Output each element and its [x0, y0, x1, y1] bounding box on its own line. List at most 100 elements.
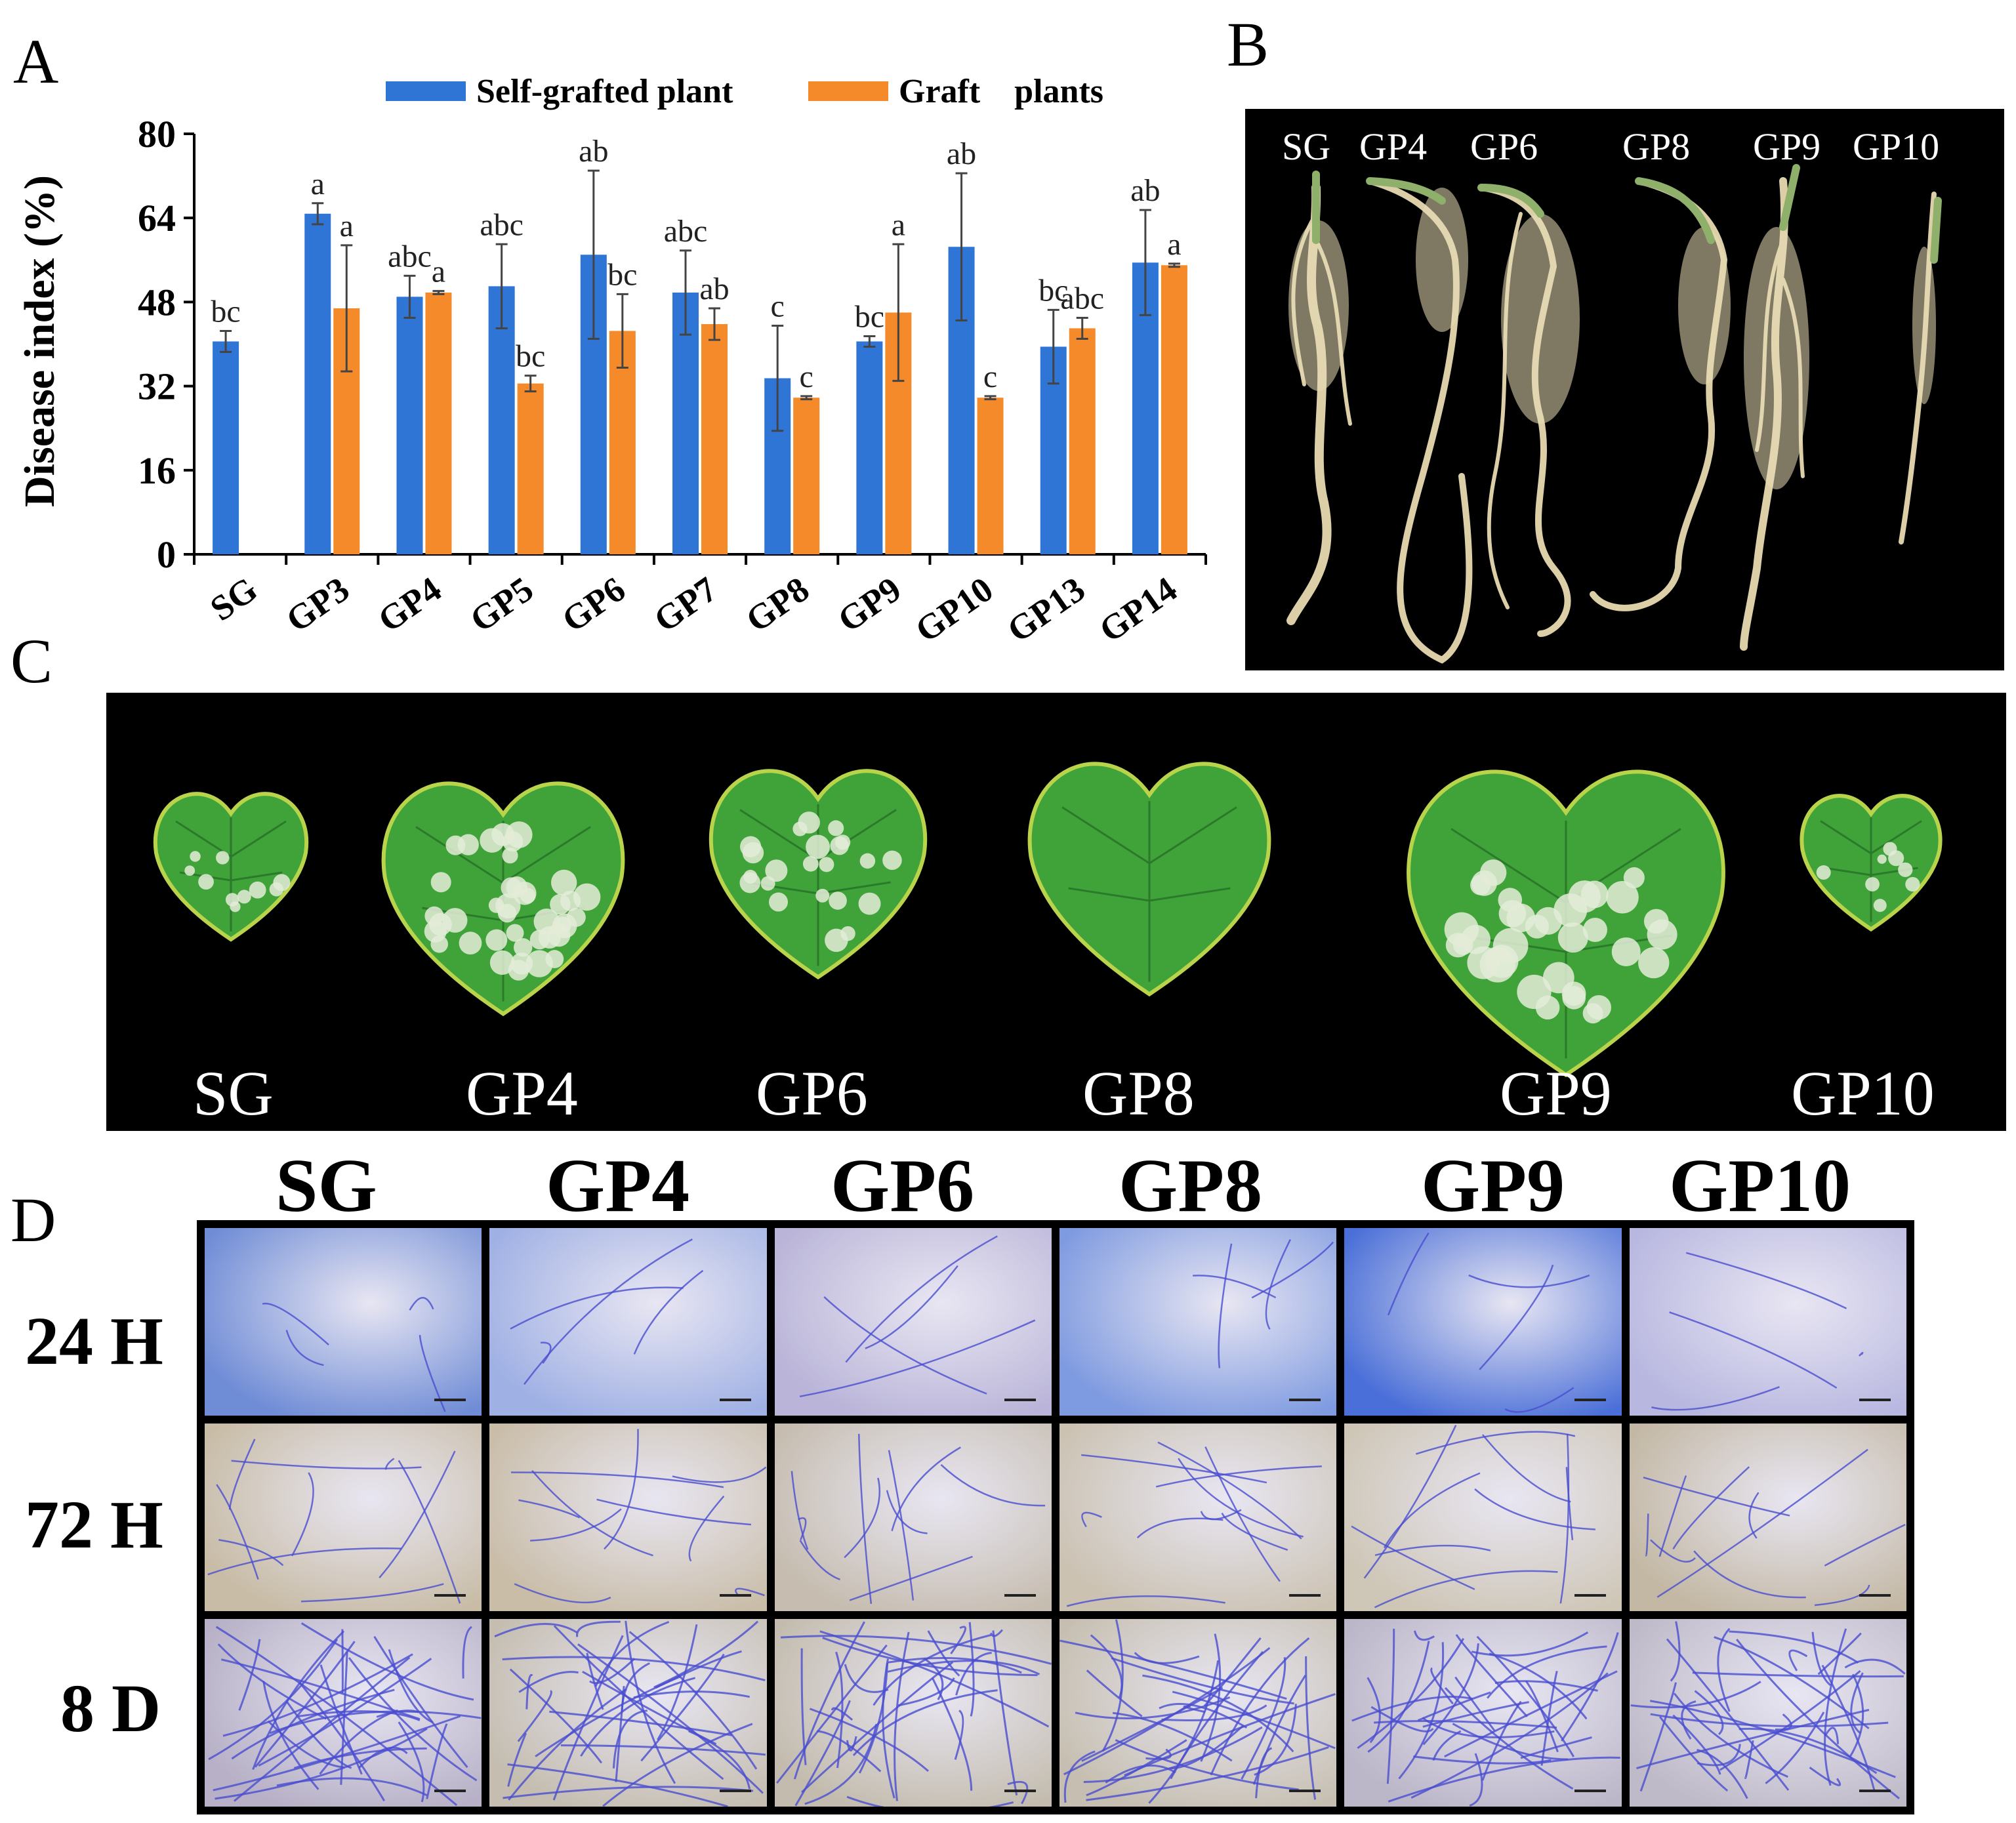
mildew-spot [442, 908, 468, 933]
leaf-photo-label: GP4 [466, 1058, 578, 1128]
roots-illustration [1286, 164, 1942, 664]
hyphae-illustration [510, 1239, 704, 1385]
microscopy-image [1059, 1424, 1337, 1611]
mildew-spot [249, 881, 266, 899]
legend-swatch [386, 81, 466, 101]
root-photo-label: SG [1282, 125, 1331, 168]
mildew-spot [798, 811, 820, 834]
leaf-veins [175, 817, 287, 932]
mildew-spot [1470, 874, 1491, 895]
mildew-spot [506, 924, 524, 942]
mildew-spot [554, 916, 571, 934]
microscopy-image [774, 1424, 1052, 1611]
y-tick-label: 16 [138, 449, 176, 492]
microscopy-image [489, 1424, 767, 1611]
y-axis-label: Disease index (%) [16, 175, 64, 507]
microscopy-row-label: 24 H [25, 1303, 163, 1379]
x-tick-label: SG [203, 569, 264, 628]
microscopy-column-label: GP10 [1669, 1144, 1851, 1228]
error-bar [863, 335, 876, 348]
bar-graft [425, 292, 452, 554]
leaf-veins [1820, 817, 1922, 922]
scale-bar [1004, 1790, 1036, 1792]
significance-letter: abc [388, 239, 432, 274]
mildew-spot [769, 892, 789, 912]
mildew-spot [1606, 881, 1639, 914]
error-bar [220, 329, 232, 354]
root-photo-label: GP6 [1470, 125, 1538, 168]
y-tick-label: 48 [138, 281, 176, 323]
leaf-photo-label: GP8 [1082, 1058, 1195, 1128]
error-bar [984, 395, 997, 401]
scale-bar [1004, 1594, 1036, 1597]
leaves-illustration [153, 762, 1943, 1078]
leaf-photo-panel: SG GP4 GP6 GP8 GP9 GP10 [106, 693, 2006, 1131]
significance-letter: bc [211, 294, 240, 329]
scale-bar [1289, 1594, 1321, 1597]
significance-letter: abc [480, 207, 524, 242]
mildew-spot [573, 883, 601, 911]
mildew-spot [828, 820, 844, 836]
hyphae-illustration [775, 1621, 1052, 1807]
mildew-spot [819, 857, 834, 872]
panel-letter-c: C [10, 626, 53, 696]
legend-label: Self-grafted plant [476, 73, 733, 110]
root-photo-label: GP9 [1753, 125, 1821, 168]
x-tick-label: GP8 [739, 569, 816, 640]
microscopy-column-label: SG [276, 1144, 377, 1228]
significance-letter: abc [664, 214, 708, 249]
mildew-spot [1452, 935, 1473, 955]
mildew-spot [445, 835, 466, 855]
microscopy-column-label: GP8 [1119, 1144, 1263, 1228]
mildew-spot [1557, 922, 1588, 953]
mildew-spot [190, 851, 201, 862]
hyphae-illustration [494, 1620, 766, 1807]
root-photo-panel: SG GP4 GP6 GP8 GP9 GP10 [1245, 109, 2004, 670]
bar-self-grafted [396, 297, 423, 554]
y-tick-label: 32 [138, 365, 176, 408]
significance-letter: c [771, 289, 785, 323]
leaf-photo-label: GP10 [1791, 1058, 1935, 1128]
significance-letter: a [340, 209, 354, 243]
bar-graft [517, 383, 544, 554]
microscopy-image [489, 1228, 767, 1416]
mildew-spot [765, 859, 788, 882]
microscopy-image [1629, 1424, 1906, 1611]
error-bar [432, 290, 445, 295]
significance-letter: abc [1060, 281, 1104, 316]
mildew-spot [237, 890, 251, 904]
mildew-spot [1580, 880, 1609, 909]
error-bar [771, 324, 784, 432]
x-tick-label: GP6 [555, 569, 632, 640]
microscopy-image [489, 1619, 767, 1807]
microscopy-image [1344, 1424, 1622, 1611]
hyphae-illustration [1388, 1232, 1590, 1413]
y-tick-label: 64 [138, 197, 176, 239]
mildew-spot [1865, 877, 1880, 891]
microscopy-image [1629, 1228, 1906, 1416]
mildew-spot [273, 874, 291, 891]
mildew-spot [459, 932, 482, 955]
scale-bar [434, 1399, 466, 1401]
microscopy-image [205, 1228, 482, 1416]
error-bar [892, 243, 905, 382]
microscopy-image [1059, 1619, 1337, 1807]
bar-self-grafted [488, 286, 515, 554]
hyphae-illustration [791, 1433, 1045, 1605]
y-tick-label: 0 [157, 533, 176, 576]
hyphae-illustration [1066, 1441, 1322, 1607]
mildew-spot [430, 935, 449, 953]
error-bar [1139, 209, 1151, 316]
bar-self-grafted [856, 341, 883, 554]
error-bar [495, 243, 508, 329]
scale-bar [434, 1594, 466, 1597]
microscopy-grid [197, 1220, 1914, 1814]
significance-letter: bc [516, 339, 545, 374]
mildew-spot [882, 850, 902, 871]
mildew-spot [760, 876, 775, 891]
mildew-spot [835, 834, 851, 850]
mildew-spot [513, 881, 537, 905]
root-photo-label: GP4 [1359, 125, 1428, 168]
mildew-spot [184, 865, 195, 876]
mildew-spot [1582, 917, 1607, 942]
